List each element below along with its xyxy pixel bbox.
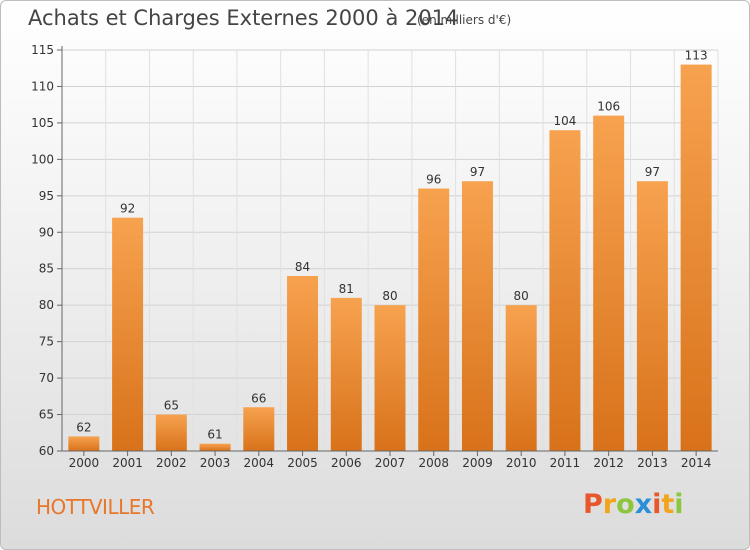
x-tick-label: 2003 (200, 456, 231, 470)
bar-2007 (374, 305, 406, 451)
data-label: 81 (339, 282, 354, 296)
bar-2008 (418, 188, 450, 451)
y-tick-label: 85 (39, 262, 54, 276)
x-tick-label: 2004 (244, 456, 275, 470)
x-tick-label: 2000 (69, 456, 100, 470)
logo-letter: i (652, 489, 662, 520)
data-label: 97 (645, 165, 660, 179)
data-label: 65 (164, 399, 179, 413)
logo-letter: x (634, 489, 653, 520)
logo-letter: o (616, 489, 635, 520)
x-tick-label: 2005 (287, 456, 318, 470)
bar-2012 (593, 115, 625, 452)
x-tick-label: 2012 (593, 456, 624, 470)
y-tick-label: 105 (31, 116, 54, 130)
logo-letter: t (661, 489, 675, 520)
data-label: 66 (251, 391, 266, 405)
x-tick-label: 2006 (331, 456, 362, 470)
data-label: 61 (207, 428, 222, 442)
data-label: 80 (382, 289, 397, 303)
bar-2002 (155, 414, 187, 451)
chart-title: Achats et Charges Externes 2000 à 2014 (28, 6, 459, 30)
chart-subtitle: (en milliers d'€) (417, 13, 512, 27)
proxiti-logo: Proxiti (583, 489, 684, 520)
bar-2000 (68, 436, 100, 451)
bar-2014 (680, 64, 712, 451)
x-tick-label: 2009 (462, 456, 493, 470)
data-label: 113 (685, 49, 708, 63)
logo-letter: r (602, 489, 617, 520)
bar-2009 (461, 181, 493, 451)
logo-letter: i (674, 489, 684, 520)
y-tick-label: 95 (39, 189, 54, 203)
y-tick-label: 70 (39, 371, 54, 385)
bar-2003 (199, 443, 231, 451)
y-tick-label: 115 (31, 43, 54, 57)
x-tick-label: 2001 (112, 456, 143, 470)
x-tick-label: 2008 (418, 456, 449, 470)
x-tick-label: 2014 (681, 456, 712, 470)
data-label: 97 (470, 165, 485, 179)
bar-2006 (330, 297, 362, 451)
data-label: 92 (120, 202, 135, 216)
y-tick-label: 110 (31, 79, 54, 93)
data-label: 106 (597, 100, 620, 114)
y-tick-label: 60 (39, 444, 54, 458)
x-tick-label: 2010 (506, 456, 537, 470)
logo-letter: P (583, 489, 603, 520)
bar-2001 (112, 217, 144, 451)
bar-2004 (243, 407, 275, 451)
commune-name: HOTTVILLER (36, 495, 155, 519)
x-tick-label: 2002 (156, 456, 187, 470)
data-label: 104 (553, 114, 576, 128)
data-label: 62 (76, 420, 91, 434)
x-tick-label: 2007 (375, 456, 406, 470)
bar-2013 (636, 181, 668, 451)
data-label: 84 (295, 260, 310, 274)
y-tick-label: 75 (39, 335, 54, 349)
x-tick-label: 2011 (550, 456, 581, 470)
bar-2010 (505, 305, 537, 451)
y-tick-label: 65 (39, 408, 54, 422)
bar-2005 (287, 276, 319, 451)
y-tick-label: 90 (39, 225, 54, 239)
data-label: 96 (426, 173, 441, 187)
x-tick-label: 2013 (637, 456, 668, 470)
y-tick-label: 80 (39, 298, 54, 312)
data-label: 80 (514, 289, 529, 303)
y-tick-label: 100 (31, 152, 54, 166)
bar-2011 (549, 130, 581, 451)
